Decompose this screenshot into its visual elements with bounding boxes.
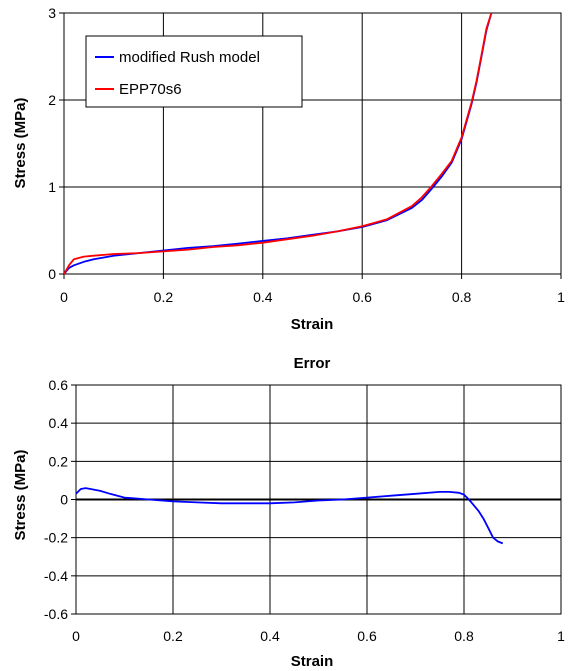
- chart2-grid: [71, 384, 562, 615]
- chart2-xtick-label: 1: [557, 628, 565, 644]
- chart1-legend: modified Rush model EPP70s6: [85, 35, 303, 108]
- chart2-ytick-label: 0.2: [49, 453, 69, 469]
- chart1-series-epp70s6: [64, 12, 493, 275]
- chart1-xlabel: Strain: [291, 316, 334, 333]
- chart1-xtick-label: 0.8: [452, 289, 472, 305]
- chart2-ytick-label: -0.6: [44, 606, 68, 622]
- stress-strain-chart: Stress (MPa) Strain 0 0.2 0.4 0.6 0.8 1 0 1 2 3 m…: [12, 5, 565, 333]
- chart1-ylabel: Stress (MPa): [12, 98, 29, 189]
- chart1-ytick-label: 3: [48, 5, 56, 21]
- chart2-ytick-label: 0.6: [49, 377, 69, 393]
- chart2-xtick-label: 0.6: [357, 628, 377, 644]
- chart2-xlabel: Strain: [291, 653, 334, 670]
- error-chart: Error Stress (MPa) Strain 0 0.2 0.4 0.6 0.8 1…: [12, 355, 565, 670]
- chart2-ytick-label: 0: [60, 492, 68, 508]
- chart1-ytick-label: 2: [48, 92, 56, 108]
- chart1-xtick-label: 0.6: [352, 289, 372, 305]
- chart1-xtick-label: 0: [60, 289, 68, 305]
- chart1-ytick-label: 1: [48, 179, 56, 195]
- chart2-ytick-label: -0.2: [44, 530, 68, 546]
- chart1-ytick-label: 0: [48, 266, 56, 282]
- chart2-ytick-label: 0.4: [49, 415, 69, 431]
- chart1-xtick-label: 0.2: [154, 289, 174, 305]
- chart1-xtick-label: 0.4: [253, 289, 273, 305]
- chart1-plot-border: [63, 12, 562, 275]
- chart1-xtick-label: 1: [557, 289, 565, 305]
- legend-label-epp70s6: EPP70s6: [119, 81, 182, 98]
- chart2-ylabel: Stress (MPa): [12, 450, 29, 541]
- chart2-title: Error: [294, 355, 331, 372]
- chart2-xtick-label: 0.8: [454, 628, 474, 644]
- legend-box: [85, 35, 303, 108]
- chart2-ytick-label: -0.4: [44, 568, 68, 584]
- chart2-series-error-series: [76, 487, 504, 545]
- legend-label-modified-rush-model: modified Rush model: [119, 49, 260, 66]
- chart2-xtick-label: 0.4: [260, 628, 280, 644]
- chart2-xtick-label: 0.2: [163, 628, 183, 644]
- chart2-xtick-label: 0: [72, 628, 80, 644]
